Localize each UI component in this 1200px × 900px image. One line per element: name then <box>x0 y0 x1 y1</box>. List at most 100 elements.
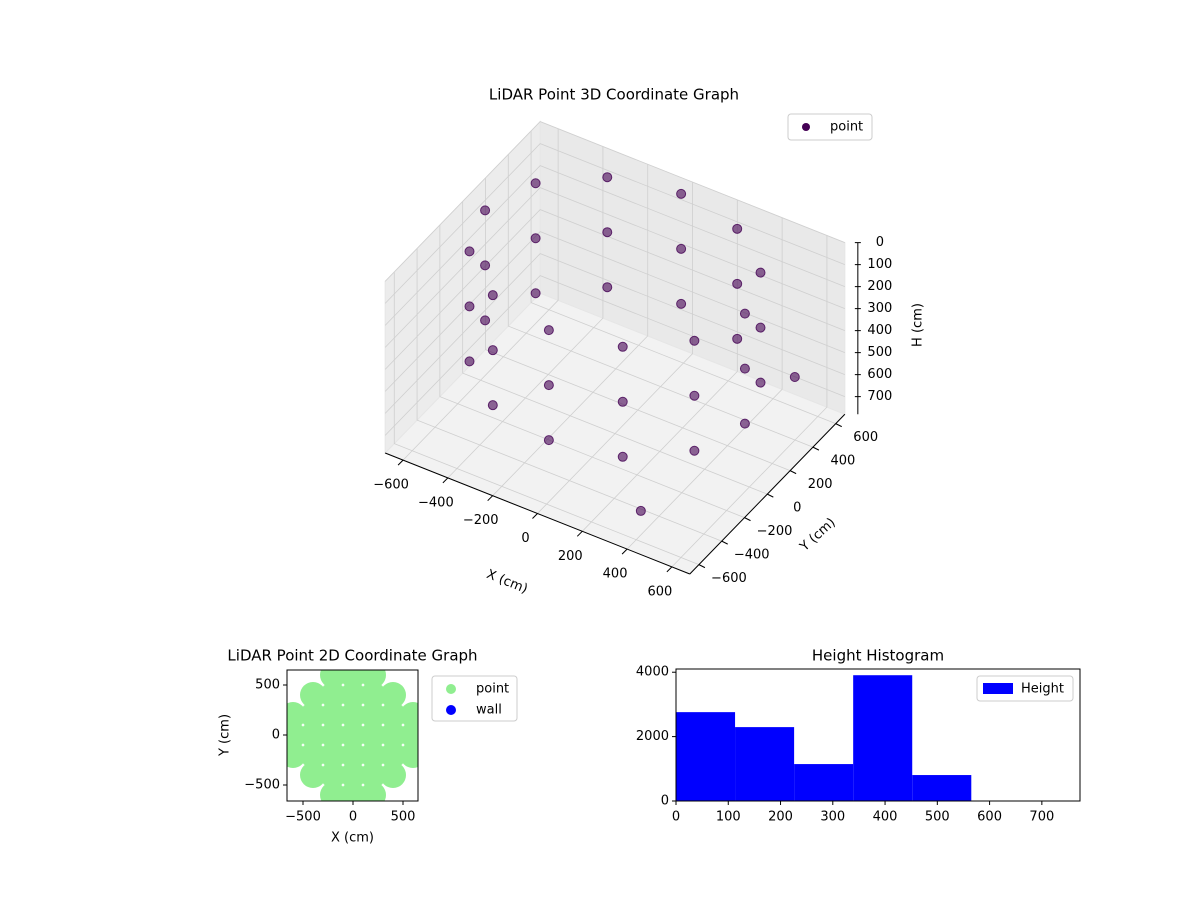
point <box>739 308 750 319</box>
point <box>320 762 346 788</box>
point <box>530 233 541 244</box>
point <box>340 762 366 788</box>
bar <box>676 712 736 801</box>
grid-line <box>384 209 845 370</box>
x-axis-label: X (cm) <box>484 567 529 597</box>
point <box>320 670 346 688</box>
y-tick <box>835 423 842 428</box>
point <box>340 670 366 688</box>
x-tick-label: 700 <box>1029 810 1054 825</box>
point <box>360 702 386 728</box>
chart-title: LiDAR Point 3D Coordinate Graph <box>489 86 739 104</box>
point <box>480 315 491 326</box>
y-tick-label: 0 <box>272 728 280 743</box>
point <box>755 377 766 388</box>
point <box>732 333 743 344</box>
z-tick-label: 0 <box>876 235 884 250</box>
x-tick-label: −500 <box>285 810 321 825</box>
x-tick-label: 600 <box>977 810 1002 825</box>
grid-line <box>507 154 814 448</box>
point <box>543 435 554 446</box>
grid-line <box>581 199 738 532</box>
point <box>602 227 613 238</box>
point <box>287 722 306 748</box>
x-tick <box>442 477 449 484</box>
point <box>360 782 386 801</box>
x-tick <box>621 548 628 555</box>
legend-box <box>976 675 1074 702</box>
point <box>530 178 541 189</box>
y-tick-label: 2000 <box>636 729 669 744</box>
x-tick <box>666 566 673 573</box>
bar <box>735 727 795 801</box>
legend-label: wall <box>476 703 502 718</box>
y-tick-label: −200 <box>757 524 793 539</box>
point <box>320 682 346 708</box>
point <box>464 356 475 367</box>
point <box>287 702 306 728</box>
x-tick-label: 600 <box>647 584 672 599</box>
z-tick-label: 500 <box>867 345 892 360</box>
point <box>689 445 700 456</box>
point <box>380 742 406 768</box>
grid-line <box>492 164 649 496</box>
y-axis <box>689 413 846 575</box>
point <box>320 722 346 748</box>
point <box>360 762 386 788</box>
point <box>340 782 366 801</box>
y-tick-label: −600 <box>711 571 747 586</box>
point <box>689 390 700 401</box>
x-tick-label: 500 <box>925 810 950 825</box>
point <box>617 451 628 462</box>
z-tick-label: 700 <box>867 389 892 404</box>
point <box>400 742 418 768</box>
point <box>340 722 366 748</box>
y-tick <box>812 446 820 451</box>
x-tick <box>487 495 494 502</box>
point <box>320 742 346 768</box>
y-tick <box>767 493 774 498</box>
bar <box>853 675 913 801</box>
axes-frame <box>675 668 1081 802</box>
legend-marker <box>802 123 810 131</box>
y-tick <box>744 517 751 522</box>
point <box>360 682 386 708</box>
point <box>617 341 628 352</box>
point <box>530 288 541 299</box>
x-tick <box>532 513 538 519</box>
y-tick-label: −400 <box>734 548 770 563</box>
point <box>464 246 475 257</box>
grid-line <box>384 143 845 304</box>
point <box>602 172 613 183</box>
point <box>487 400 498 411</box>
x-tick-label: 0 <box>521 531 529 546</box>
point <box>400 702 418 728</box>
legend-marker <box>446 684 456 694</box>
legend-label: point <box>830 120 863 135</box>
y-tick <box>698 564 706 569</box>
grid-line <box>402 128 559 461</box>
grid-line <box>384 121 845 282</box>
grid-line <box>626 217 783 550</box>
grid-line <box>384 187 845 348</box>
point <box>360 670 386 688</box>
point <box>755 322 766 333</box>
point <box>380 702 406 728</box>
y-tick-label: 0 <box>793 501 801 516</box>
x-tick-label: 500 <box>391 810 416 825</box>
point <box>340 742 366 768</box>
chart-title: LiDAR Point 2D Coordinate Graph <box>227 647 477 665</box>
point <box>676 298 687 309</box>
legend-swatch <box>983 683 1013 694</box>
point <box>400 722 418 748</box>
point <box>676 243 687 254</box>
grid-line <box>671 235 828 568</box>
bar <box>912 775 972 801</box>
z-tick-label: 600 <box>867 367 892 382</box>
legend-marker <box>446 705 456 715</box>
point <box>360 742 386 768</box>
y-tick-label: −500 <box>244 778 280 793</box>
z-tick-label: 400 <box>867 323 892 338</box>
